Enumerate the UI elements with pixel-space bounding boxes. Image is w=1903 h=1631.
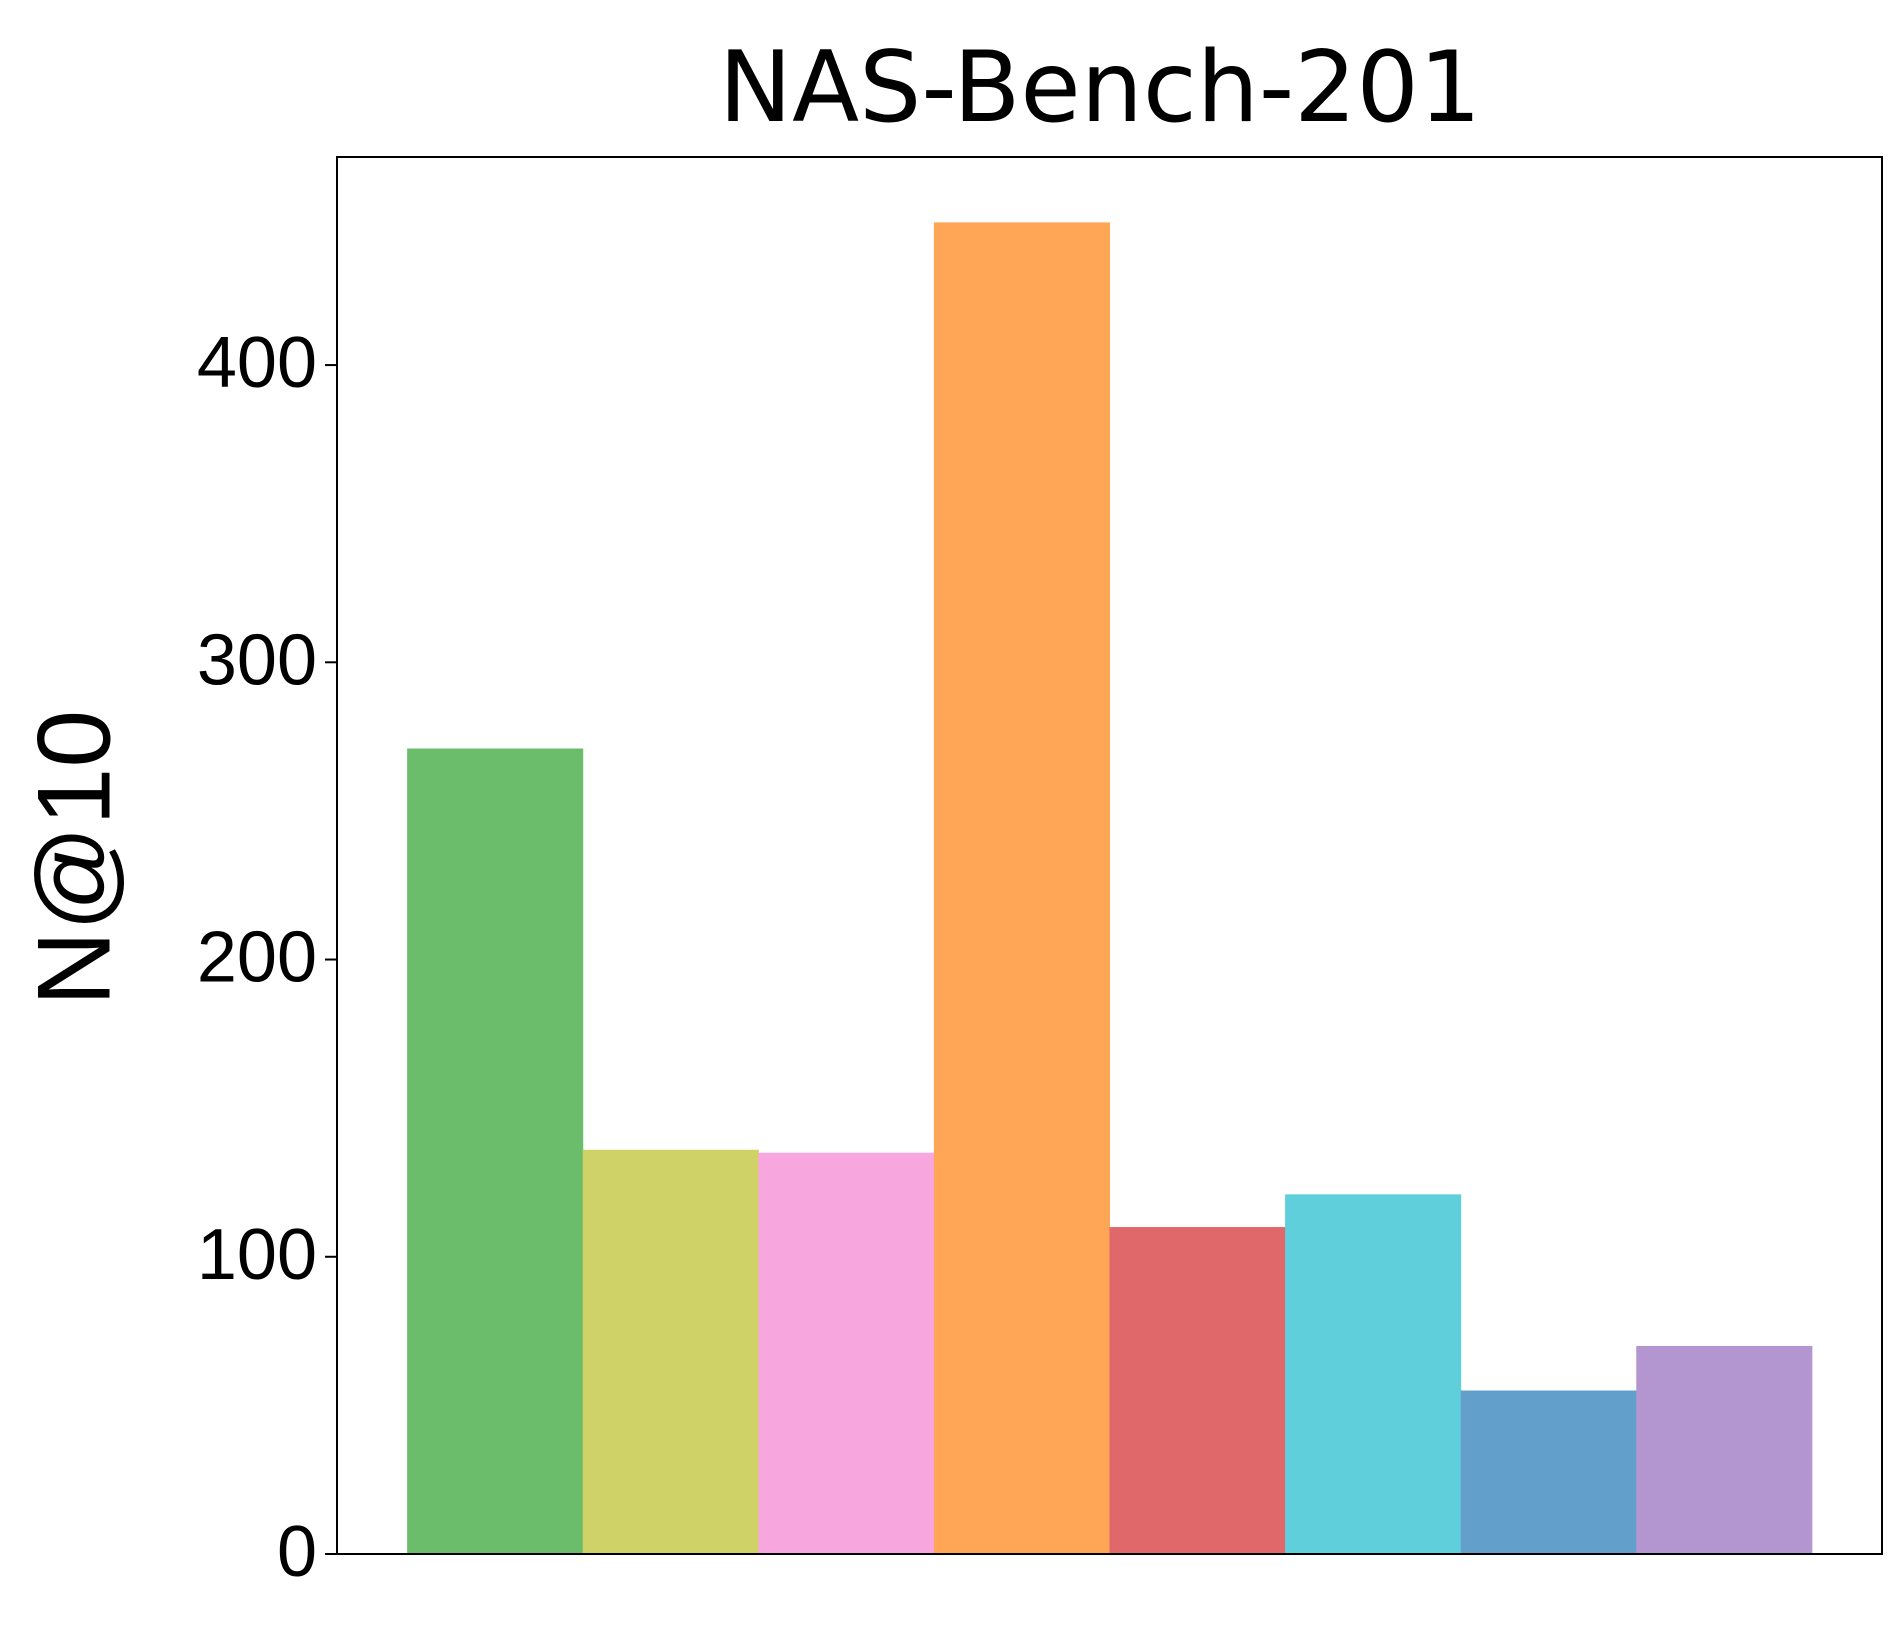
bar	[758, 1152, 935, 1554]
bar	[1460, 1390, 1637, 1554]
bar	[1636, 1345, 1813, 1554]
chart-title: NAS-Bench-201	[719, 31, 1481, 145]
bar	[582, 1149, 759, 1554]
bar	[1285, 1194, 1462, 1554]
bar	[407, 748, 584, 1554]
bar	[1109, 1227, 1286, 1554]
y-tick-label: 300	[197, 620, 317, 700]
bar	[933, 222, 1110, 1555]
y-tick-label: 200	[197, 918, 317, 998]
y-axis-label: N@10	[16, 710, 132, 1006]
plot-frame	[336, 156, 1883, 1555]
y-tick-label: 400	[197, 323, 317, 403]
y-tick-label: 0	[277, 1512, 317, 1592]
y-tick-label: 100	[197, 1215, 317, 1295]
